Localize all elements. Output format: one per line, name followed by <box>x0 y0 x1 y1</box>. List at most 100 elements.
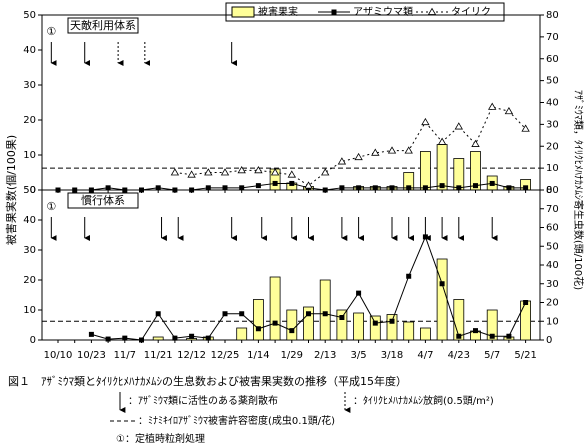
x-tick-label: 12/12 <box>177 350 206 361</box>
point <box>172 335 178 341</box>
bar <box>486 309 498 341</box>
point <box>255 183 261 189</box>
x-tick-label: 10/23 <box>77 350 106 361</box>
x-tick-label: 4/23 <box>448 350 470 361</box>
point <box>88 331 94 337</box>
point <box>205 185 211 191</box>
legend-label: タイリク <box>451 6 491 18</box>
bar <box>386 314 398 341</box>
y2-tick-label: 10 <box>546 316 559 327</box>
y-tick-label: 50 <box>23 185 36 196</box>
legend-swatch <box>231 6 255 18</box>
point <box>205 335 211 341</box>
point <box>456 185 462 191</box>
point <box>289 328 295 334</box>
planting-marker: ① <box>46 200 56 213</box>
x-tick-label: 5/7 <box>484 350 500 361</box>
x-tick-label: 1/29 <box>281 350 303 361</box>
y2-tick-label: 30 <box>546 279 559 290</box>
y-tick-label: 30 <box>23 80 36 91</box>
point <box>331 9 337 15</box>
bar <box>336 309 348 341</box>
point <box>239 185 245 191</box>
point <box>471 139 480 147</box>
x-tick-label: 4/7 <box>417 350 433 361</box>
bar <box>436 258 448 341</box>
point <box>523 185 529 191</box>
point <box>356 185 362 191</box>
point <box>155 185 161 191</box>
point <box>422 185 428 191</box>
point <box>437 137 447 145</box>
point <box>473 183 478 189</box>
x-tick-label: 12/25 <box>211 350 240 361</box>
note: ：ｱｻﾞﾐｳﾏ類に活性のある薬剤散布 <box>128 394 278 407</box>
point <box>421 117 430 126</box>
bar <box>520 300 531 341</box>
point <box>170 168 180 176</box>
point <box>287 170 296 178</box>
x-tick-label: 1/14 <box>247 350 269 361</box>
bar <box>286 309 298 341</box>
y2-tick-label: 70 <box>546 32 559 43</box>
point <box>187 170 196 178</box>
y-tick-label: 0 <box>30 185 36 196</box>
legend-label: 被害果実 <box>258 5 298 18</box>
point <box>488 102 497 110</box>
point <box>306 311 311 317</box>
bar <box>353 312 365 341</box>
bar <box>403 321 415 341</box>
bar <box>303 306 314 341</box>
point <box>105 185 111 191</box>
bar <box>152 336 164 341</box>
panel-title-box <box>67 17 139 34</box>
point <box>189 333 195 339</box>
caption: 図１ ｱｻﾞﾐｳﾏ類とﾀｲﾘｸﾋﾒﾊﾅｶﾒﾑｼの生息数および被害果実数の推移（平… <box>8 374 407 388</box>
y2-tick-label: 0 <box>546 335 552 346</box>
point <box>122 335 128 341</box>
point <box>255 326 261 332</box>
y-axis-label: 被害果実数(個/100果) <box>4 135 18 245</box>
y2-tick-label: 60 <box>546 223 559 234</box>
x-tick-label: 10/10 <box>44 350 73 361</box>
point <box>387 146 397 154</box>
bar <box>252 299 264 341</box>
point <box>272 180 278 186</box>
point <box>371 148 380 156</box>
panel-title-box <box>67 192 139 209</box>
y-tick-label: 0 <box>30 335 36 346</box>
bar <box>269 276 281 341</box>
y-tick-label: 20 <box>23 275 36 286</box>
point <box>272 320 278 326</box>
y-tick-label: 40 <box>23 45 36 56</box>
point <box>406 273 412 279</box>
point <box>155 311 161 317</box>
bar <box>453 158 465 191</box>
point <box>372 320 378 326</box>
point <box>504 106 514 115</box>
point <box>239 311 245 317</box>
point <box>354 152 363 161</box>
bar <box>236 327 248 341</box>
point <box>321 168 330 176</box>
point <box>337 157 347 165</box>
point <box>339 315 345 320</box>
x-tick-label: 3/5 <box>351 350 367 361</box>
series-line <box>174 106 526 187</box>
point <box>506 185 512 191</box>
point <box>404 146 413 154</box>
y2-tick-label: 50 <box>546 76 559 87</box>
y2-tick-label: 20 <box>546 141 559 152</box>
point <box>489 333 495 339</box>
y-tick-label: 10 <box>23 305 36 316</box>
y-tick-label: 40 <box>23 215 36 226</box>
y2-tick-label: 50 <box>546 241 559 252</box>
point <box>489 180 495 186</box>
y2-tick-label: 80 <box>546 185 559 196</box>
point <box>220 168 230 176</box>
point <box>389 185 395 191</box>
x-tick-label: 11/7 <box>114 350 136 361</box>
plot-frame <box>41 14 541 191</box>
point <box>456 333 462 339</box>
